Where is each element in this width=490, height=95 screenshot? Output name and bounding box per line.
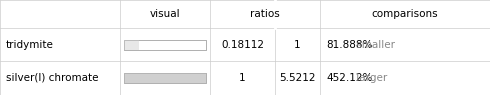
Text: 452.12%: 452.12% xyxy=(326,73,372,83)
Text: 0.18112: 0.18112 xyxy=(221,40,264,49)
Text: 81.888%: 81.888% xyxy=(326,40,372,49)
Text: comparisons: comparisons xyxy=(372,9,439,19)
Text: silver(I) chromate: silver(I) chromate xyxy=(6,73,98,83)
FancyBboxPatch shape xyxy=(124,73,206,83)
Text: ratios: ratios xyxy=(250,9,280,19)
FancyBboxPatch shape xyxy=(124,73,206,83)
Text: 1: 1 xyxy=(294,40,301,49)
Text: 1: 1 xyxy=(239,73,246,83)
Text: smaller: smaller xyxy=(353,40,395,49)
FancyBboxPatch shape xyxy=(124,40,206,49)
Text: 5.5212: 5.5212 xyxy=(279,73,316,83)
Text: larger: larger xyxy=(353,73,388,83)
Text: visual: visual xyxy=(149,9,180,19)
FancyBboxPatch shape xyxy=(124,40,139,49)
Text: tridymite: tridymite xyxy=(6,40,54,49)
